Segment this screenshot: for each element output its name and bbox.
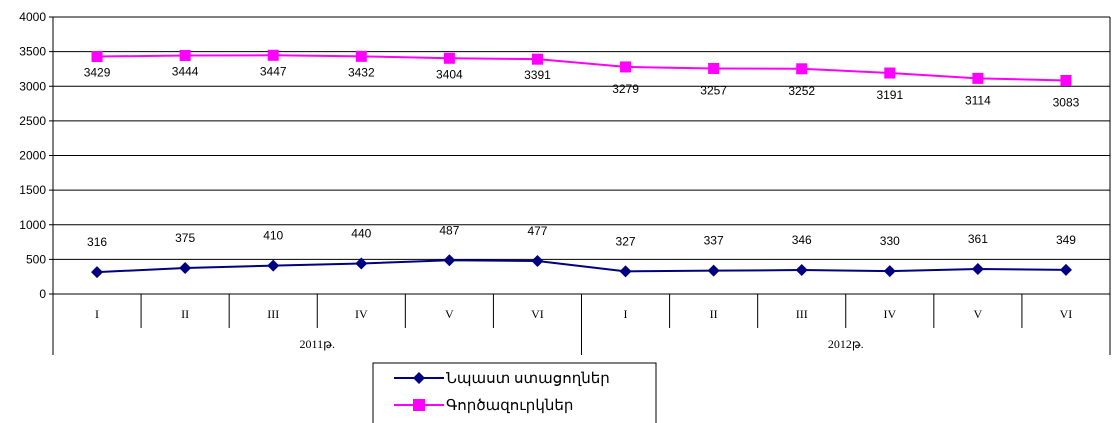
data-label: 3191 [876,88,903,102]
data-point-square [267,49,279,61]
legend-marker-diamond [413,372,425,384]
data-label: 337 [704,234,724,248]
data-label: 477 [527,224,547,238]
x-category-label: III [796,307,808,321]
x-category-label: V [974,307,983,321]
data-label: 316 [87,235,107,249]
data-point-square [531,53,543,65]
x-group-label: 2011թ. [300,337,335,351]
x-category-label: I [624,307,628,321]
data-label: 349 [1056,233,1076,247]
data-label: 361 [968,232,988,246]
data-point-diamond [179,262,192,275]
data-label: 440 [351,227,371,241]
data-label: 3444 [172,65,199,79]
legend-label: Նպաստ ստացողներ [446,371,610,387]
y-tick-label: 1000 [19,218,46,232]
x-category-label: V [445,307,454,321]
data-point-diamond [267,259,280,272]
data-point-square [355,50,367,62]
data-point-diamond [531,254,544,267]
data-point-square [972,72,984,84]
y-tick-label: 4000 [19,10,46,24]
x-category-label: VI [1060,307,1073,321]
data-label: 3447 [260,64,287,78]
x-category-label: IV [883,307,896,321]
data-point-diamond [91,266,104,279]
data-point-square [708,62,720,74]
data-point-square [179,50,191,62]
data-point-square [884,67,896,79]
x-category-label: I [95,307,99,321]
data-point-diamond [619,265,632,278]
data-point-diamond [1059,263,1072,276]
data-point-diamond [707,264,720,277]
data-label: 3404 [436,67,463,81]
data-label: 3114 [965,93,991,107]
data-label: 3429 [84,66,111,80]
series-line [96,259,1066,274]
data-point-square [1060,75,1072,87]
x-group-label: 2012թ. [828,337,864,351]
data-label: 3252 [788,84,815,98]
data-point-square [796,63,808,75]
data-point-square [443,52,455,64]
y-tick-label: 0 [39,287,46,301]
data-label: 327 [616,234,636,248]
legend-label: Գործազուրկներ [446,398,573,414]
data-label: 3279 [612,82,639,96]
data-label: 410 [263,229,283,243]
series-line [97,54,1066,82]
x-category-label: VI [531,307,544,321]
data-point-diamond [883,265,896,278]
data-label: 3083 [1053,96,1080,110]
x-category-label: III [267,307,279,321]
y-tick-label: 2000 [19,149,46,163]
y-tick-label: 1500 [19,183,46,197]
data-label: 346 [792,233,812,247]
data-point-diamond [795,264,808,277]
legend-box [372,362,657,423]
x-category-label: IV [355,307,368,321]
y-tick-label: 3500 [19,45,46,59]
data-label: 375 [175,231,195,245]
data-point-square [91,51,103,63]
x-category-label: II [710,307,718,321]
x-category-label: II [181,307,189,321]
data-point-diamond [355,257,368,270]
data-label: 3432 [348,65,375,79]
data-point-diamond [971,263,984,276]
y-tick-label: 500 [26,252,46,266]
y-tick-label: 3000 [19,79,46,93]
y-tick-label: 2500 [19,114,46,128]
data-label: 3391 [524,68,551,82]
data-label: 330 [880,234,900,248]
data-point-square [620,61,632,73]
data-label: 487 [439,223,459,237]
data-label: 3257 [700,83,727,97]
data-point-diamond [443,254,456,267]
legend-marker-square [413,399,425,411]
